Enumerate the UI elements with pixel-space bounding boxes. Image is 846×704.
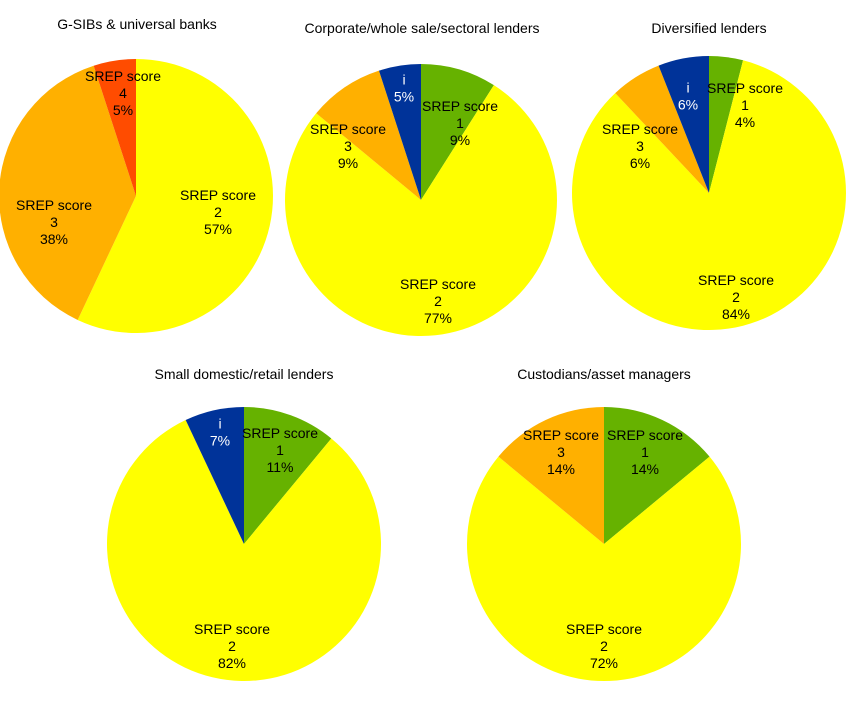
pie-slice (0, 65, 136, 320)
pie-slice (285, 85, 557, 336)
chart-title: Small domestic/retail lenders (154, 366, 334, 382)
data-label: SREP score 1 14% (607, 427, 683, 477)
data-label: SREP score 1 11% (242, 425, 318, 475)
pie-chart: SREP score 1 14% SREP score 2 72% SREP score 3 1… (466, 407, 741, 681)
data-label: SREP score 3 14% (523, 427, 599, 477)
pie-slice (378, 64, 421, 200)
pie-chart: SREP score 1 4% SREP score 2 84% SREP score 3 6%… (572, 56, 846, 330)
pie-slice (615, 65, 709, 193)
data-label: i 6% (678, 80, 698, 113)
data-label: SREP score 3 38% (16, 197, 92, 247)
chart-title: Diversified lenders (651, 20, 767, 36)
pie-slice (466, 456, 741, 681)
chart-title: G-SIBs & universal banks (57, 16, 217, 32)
data-label: SREP score 2 77% (400, 276, 476, 326)
pie-chart: SREP score 1 9% SREP score 2 77% SREP score 3 9%… (285, 64, 557, 336)
data-label: SREP score 4 5% (85, 68, 161, 118)
pie-slice (658, 56, 709, 193)
pie-slice (77, 59, 273, 333)
pie-slice (244, 407, 332, 544)
pie-slice (185, 407, 244, 544)
data-label: SREP score 2 57% (180, 187, 256, 237)
data-label: i 7% (210, 416, 230, 449)
pie-chart: SREP score 1 11% SREP score 2 82% i 7% (106, 407, 381, 681)
data-label: SREP score 1 9% (422, 98, 498, 148)
pie-slice (421, 64, 494, 200)
chart-title: Custodians/asset managers (517, 366, 691, 382)
pie-slice (572, 60, 846, 330)
data-label: i 5% (394, 72, 414, 105)
data-label: SREP score 2 82% (194, 621, 270, 671)
data-label: SREP score 2 84% (698, 272, 774, 322)
data-label: SREP score 2 72% (566, 621, 642, 671)
pie-slice (93, 59, 136, 196)
pie-slice (106, 420, 381, 681)
chart-title: Corporate/whole sale/sectoral lenders (304, 20, 540, 36)
pie-slice (604, 407, 710, 544)
data-label: SREP score 3 9% (310, 121, 386, 171)
pie-chart: SREP score 2 57% SREP score 3 38% SREP score 4 5… (0, 59, 273, 333)
pie-slice (709, 56, 744, 193)
data-label: SREP score 3 6% (602, 121, 678, 171)
pie-slice (316, 70, 421, 200)
data-label: SREP score 1 4% (707, 80, 783, 130)
pie-slice (498, 407, 604, 544)
